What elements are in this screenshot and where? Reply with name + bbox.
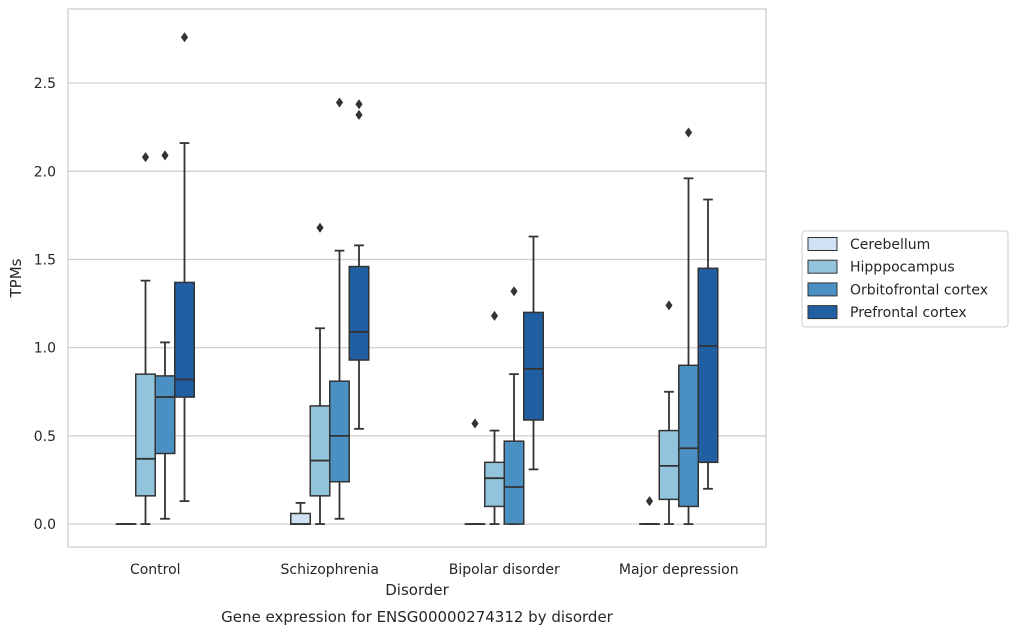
legend-swatch [807,305,838,320]
y-tick-label: 2.0 [34,164,56,180]
outlier-point [335,97,344,108]
outlier-point [180,32,189,43]
y-tick-label: 0.0 [34,517,56,533]
x-tick-label: Schizophrenia [281,562,379,578]
legend-label: Hipppocampus [850,260,955,276]
box-cerebellum [639,496,660,525]
legend-label: Orbitofrontal cortex [850,282,988,298]
outlier-point [490,310,499,321]
box-orbitofrontal-cortex [678,127,699,525]
chart-caption: Gene expression for ENSG00000274312 by d… [221,608,614,626]
box-iqr [309,405,331,497]
box-iqr [523,311,544,421]
box-orbitofrontal-cortex [329,97,350,520]
box-orbitofrontal-cortex [503,286,525,525]
box-hipppocampus [135,152,156,525]
box-cerebellum [464,418,486,525]
box-iqr [678,364,699,508]
outlier-point [355,99,363,110]
box-iqr [154,375,176,455]
outlier-point [510,286,518,297]
legend: Cerebellum Hipppocampus Orbitofrontal cort… [801,230,1009,328]
outlier-point [665,300,673,311]
outlier-point [645,496,654,507]
outlier-point [161,150,169,161]
outlier-point [141,152,150,163]
outlier-point [471,418,479,429]
y-tick-label: 1.0 [34,341,56,357]
box-prefrontal-cortex [697,198,719,490]
box-plots [115,32,719,525]
box-prefrontal-cortex [174,32,195,503]
box-iqr [135,373,156,497]
legend-swatch [807,259,838,274]
y-tick-labels: 0.0 0.5 1.0 1.5 2.0 2.5 [34,76,56,533]
x-tick-labels: Control Schizophrenia Bipolar disorder Majo… [130,562,739,578]
x-axis-label: Disorder [385,581,449,599]
plot-frame [67,8,767,548]
box-iqr [484,461,505,508]
outlier-point [316,222,324,233]
box-prefrontal-cortex [348,99,370,430]
outlier-point [355,109,363,120]
legend-swatch [807,282,838,297]
legend-label: Cerebellum [850,237,930,253]
y-tick-label: 2.5 [34,76,56,92]
box-hipppocampus [484,310,505,525]
x-tick-label: Control [130,562,181,578]
outlier-point [684,127,693,138]
legend-label: Prefrontal cortex [850,305,967,321]
box-iqr [329,380,350,483]
box-orbitofrontal-cortex [154,150,176,520]
box-iqr [697,267,719,464]
x-tick-label: Major depression [619,562,739,578]
legend-swatch [807,237,838,251]
x-tick-label: Bipolar disorder [449,562,560,578]
y-tick-label: 1.5 [34,252,56,268]
box-iqr [348,265,370,361]
box-hipppocampus [309,222,331,525]
box-iqr [503,440,525,525]
box-hipppocampus [658,300,680,525]
legend-frame [801,230,1009,328]
box-iqr [174,281,195,398]
box-cerebellum [290,502,311,525]
y-tick-label: 0.5 [34,429,56,445]
y-axis-label: TPMs [7,258,25,298]
box-prefrontal-cortex [523,235,544,471]
box-iqr [290,512,311,525]
